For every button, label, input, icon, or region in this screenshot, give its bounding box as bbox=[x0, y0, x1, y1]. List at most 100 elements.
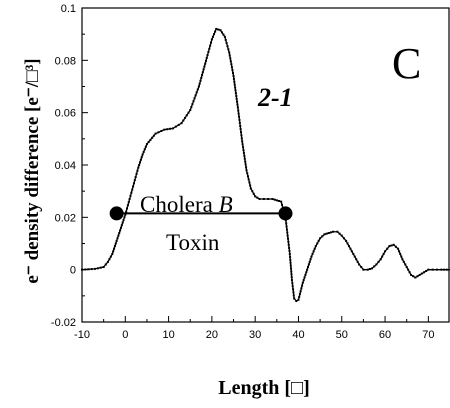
data-point bbox=[189, 109, 192, 112]
data-point bbox=[304, 273, 307, 276]
data-point bbox=[106, 260, 109, 263]
data-point bbox=[407, 268, 410, 271]
data-point bbox=[300, 287, 303, 290]
data-point bbox=[193, 97, 196, 100]
data-point bbox=[245, 166, 248, 169]
data-point bbox=[290, 276, 293, 279]
data-point bbox=[143, 148, 146, 151]
data-point bbox=[327, 232, 330, 235]
data-point bbox=[238, 118, 241, 121]
data-point bbox=[240, 137, 243, 140]
data-point bbox=[446, 268, 449, 271]
x-tick-label-2: 10 bbox=[162, 329, 174, 341]
x-tick-label-4: 30 bbox=[249, 329, 261, 341]
series-label: 2-1 bbox=[257, 83, 293, 112]
data-point bbox=[102, 266, 105, 269]
y-tick-label-2: 0.02 bbox=[55, 212, 76, 224]
data-point bbox=[229, 57, 232, 60]
data-point bbox=[111, 252, 114, 255]
data-point bbox=[128, 198, 131, 201]
data-point bbox=[234, 92, 237, 95]
data-point bbox=[127, 201, 130, 204]
data-point bbox=[340, 234, 343, 237]
data-point bbox=[141, 153, 144, 156]
data-point bbox=[93, 267, 96, 270]
data-point bbox=[112, 250, 115, 253]
data-point bbox=[204, 59, 207, 62]
data-point bbox=[267, 198, 270, 201]
data-point bbox=[90, 268, 93, 271]
data-point bbox=[205, 56, 208, 59]
x-tick-label-8: 70 bbox=[422, 329, 434, 341]
data-point bbox=[136, 169, 139, 172]
data-point bbox=[285, 228, 288, 231]
data-point bbox=[236, 100, 239, 103]
data-point bbox=[81, 268, 83, 271]
data-point bbox=[245, 169, 248, 172]
data-point bbox=[299, 290, 302, 293]
data-point bbox=[291, 285, 294, 288]
data-point bbox=[177, 123, 180, 126]
data-point bbox=[211, 35, 214, 38]
data-point bbox=[217, 28, 220, 31]
data-point bbox=[138, 164, 141, 166]
data-point bbox=[289, 261, 292, 264]
data-point bbox=[219, 29, 222, 32]
data-point bbox=[116, 237, 119, 240]
data-point bbox=[234, 86, 237, 89]
data-point bbox=[210, 41, 213, 44]
data-point bbox=[229, 60, 232, 63]
data-point bbox=[436, 268, 439, 271]
x-tick-label-7: 60 bbox=[379, 329, 391, 341]
data-point bbox=[292, 291, 295, 294]
data-point bbox=[289, 258, 292, 261]
data-point bbox=[353, 255, 356, 258]
data-point bbox=[160, 129, 163, 132]
data-point bbox=[134, 176, 137, 179]
data-point bbox=[384, 250, 387, 253]
data-point bbox=[350, 250, 353, 253]
data-point bbox=[204, 62, 207, 65]
data-point bbox=[286, 231, 289, 234]
data-point bbox=[287, 243, 290, 246]
data-point bbox=[307, 263, 310, 266]
data-point bbox=[402, 260, 405, 263]
data-point bbox=[139, 161, 142, 164]
data-point bbox=[310, 255, 313, 258]
data-point bbox=[144, 145, 147, 148]
data-point bbox=[241, 143, 244, 146]
y-tick-label-1: 0 bbox=[70, 265, 76, 277]
x-tick-label-0: -10 bbox=[74, 329, 90, 341]
data-point bbox=[346, 242, 349, 245]
data-point bbox=[239, 124, 242, 127]
data-point bbox=[237, 112, 240, 115]
data-point bbox=[243, 157, 246, 160]
data-point bbox=[200, 76, 203, 79]
data-point bbox=[238, 121, 241, 124]
data-point bbox=[214, 30, 217, 33]
data-point bbox=[371, 267, 374, 270]
data-point bbox=[256, 196, 259, 199]
data-point bbox=[301, 281, 304, 284]
data-point bbox=[187, 111, 190, 114]
data-point bbox=[226, 45, 229, 48]
data-point bbox=[289, 264, 292, 267]
data-point bbox=[292, 294, 295, 297]
data-point bbox=[232, 75, 235, 78]
y-tick-label-3: 0.04 bbox=[55, 160, 76, 172]
data-point bbox=[182, 119, 185, 122]
annotation-line-1-text: Cholera bbox=[140, 192, 219, 217]
data-point bbox=[355, 258, 358, 261]
data-point bbox=[126, 207, 129, 210]
data-point bbox=[356, 260, 359, 263]
data-point bbox=[305, 271, 308, 274]
data-point bbox=[149, 138, 152, 141]
data-point bbox=[191, 103, 194, 106]
data-point bbox=[319, 237, 322, 240]
data-point bbox=[287, 240, 290, 243]
data-point bbox=[358, 263, 361, 266]
data-point bbox=[298, 293, 301, 296]
data-point bbox=[233, 80, 236, 83]
annotation-line-2: Toxin bbox=[166, 230, 220, 255]
data-point bbox=[414, 276, 417, 279]
